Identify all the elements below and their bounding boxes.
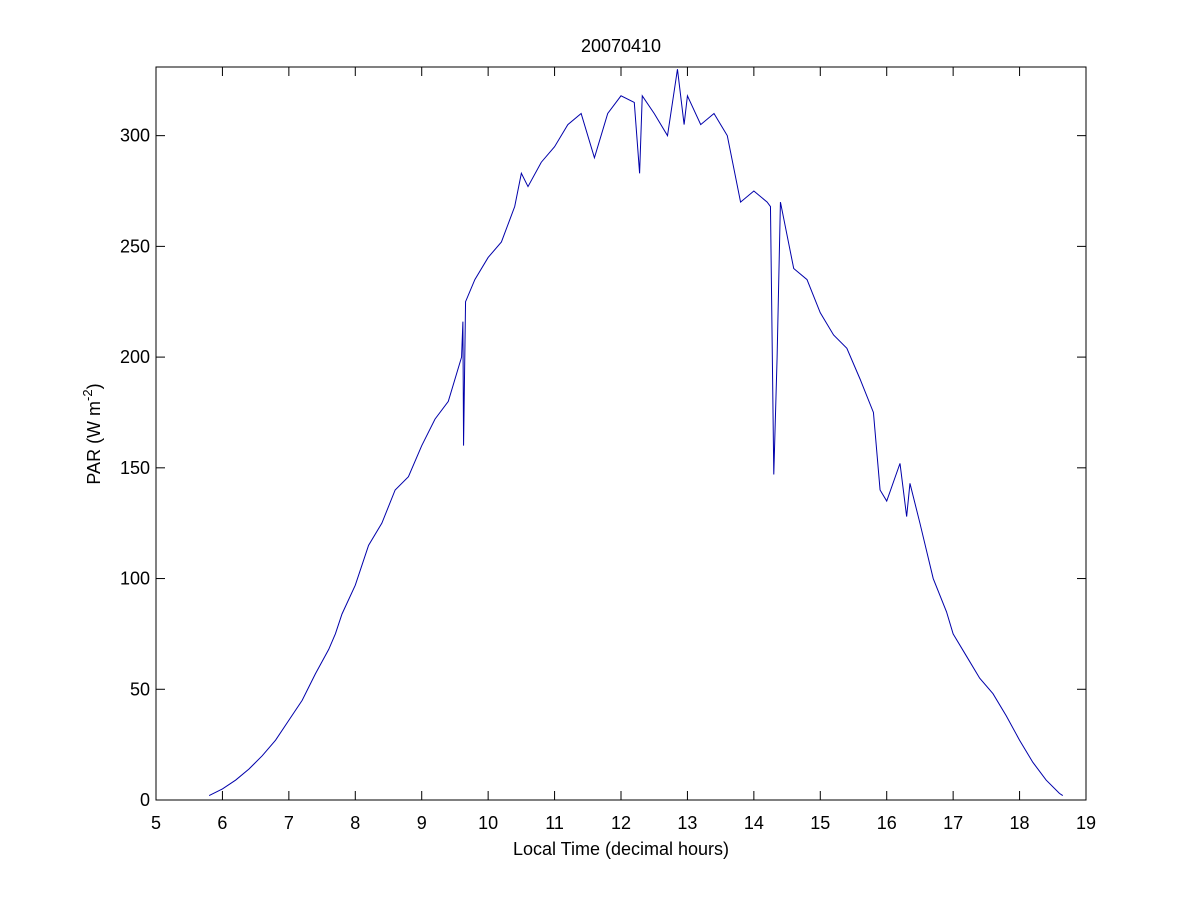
x-tick-label: 18 [1010, 813, 1030, 833]
y-tick-label: 100 [120, 569, 150, 589]
y-tick-label: 300 [120, 126, 150, 146]
y-tick-label: 200 [120, 347, 150, 367]
x-tick-label: 9 [417, 813, 427, 833]
y-axis-label-main: PAR (W m [84, 401, 104, 485]
x-tick-label: 17 [943, 813, 963, 833]
plot-area [155, 66, 1087, 801]
x-tick-label: 14 [744, 813, 764, 833]
x-tick-label: 8 [350, 813, 360, 833]
x-tick-label: 7 [284, 813, 294, 833]
chart-title: 20070410 [581, 36, 661, 56]
x-tick-label: 16 [877, 813, 897, 833]
y-axis-label: PAR (W m-2) [80, 383, 104, 484]
x-tick-label: 12 [611, 813, 631, 833]
x-axis-label: Local Time (decimal hours) [513, 839, 729, 859]
x-tick-label: 6 [217, 813, 227, 833]
x-tick-label: 5 [151, 813, 161, 833]
x-tick-label: 11 [545, 813, 564, 833]
y-tick-label: 0 [140, 790, 150, 810]
y-axis-label-sup: -2 [80, 389, 95, 401]
y-tick-label: 250 [120, 236, 150, 256]
x-tick-label: 10 [478, 813, 498, 833]
x-tick-label: 19 [1076, 813, 1096, 833]
y-tick-label: 50 [130, 679, 150, 699]
y-tick-label: 150 [120, 458, 150, 478]
x-tick-label: 15 [810, 813, 830, 833]
x-tick-label: 13 [677, 813, 697, 833]
y-axis-label-end: ) [84, 383, 104, 389]
data-line [208, 69, 1064, 797]
